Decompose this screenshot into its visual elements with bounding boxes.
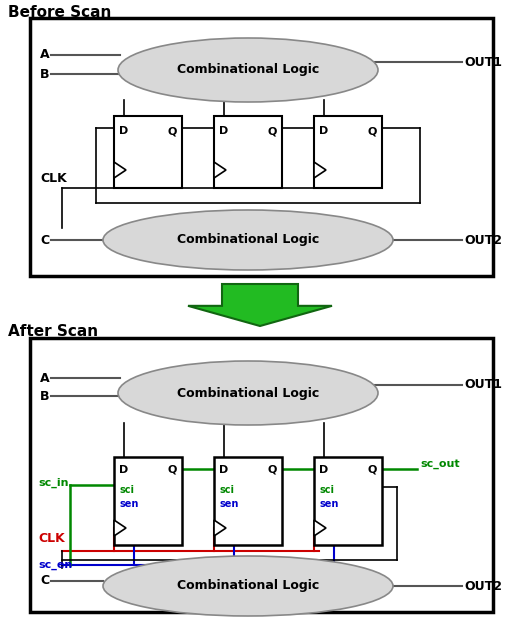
Text: D: D	[319, 126, 328, 136]
Polygon shape	[188, 284, 332, 326]
Text: B: B	[40, 389, 49, 402]
Text: Combinational Logic: Combinational Logic	[177, 63, 319, 76]
Text: Combinational Logic: Combinational Logic	[177, 580, 319, 593]
Text: sen: sen	[319, 499, 338, 509]
Text: CLK: CLK	[38, 531, 65, 544]
Text: After Scan: After Scan	[8, 324, 98, 339]
Bar	[314, 116, 382, 188]
Text: A: A	[40, 371, 49, 384]
Text: OUT1: OUT1	[464, 56, 502, 68]
Text: sc_en: sc_en	[38, 560, 72, 570]
Text: Q: Q	[368, 465, 377, 475]
Text: sen: sen	[119, 499, 139, 509]
Text: sci: sci	[219, 485, 234, 495]
Text: sc_out: sc_out	[420, 459, 460, 469]
Text: CLK: CLK	[40, 172, 67, 185]
Polygon shape	[114, 520, 126, 536]
Text: D: D	[119, 465, 128, 475]
Ellipse shape	[118, 361, 378, 425]
Text: C: C	[40, 575, 49, 588]
Text: Q: Q	[168, 465, 177, 475]
Text: B: B	[40, 68, 49, 81]
Text: C: C	[40, 234, 49, 247]
Text: Q: Q	[268, 465, 277, 475]
Text: Q: Q	[168, 126, 177, 136]
Text: OUT2: OUT2	[464, 234, 502, 247]
Text: D: D	[119, 126, 128, 136]
Bar	[214, 116, 282, 188]
Ellipse shape	[103, 556, 393, 616]
Bar	[114, 457, 182, 545]
Text: Q: Q	[368, 126, 377, 136]
Bar	[30, 338, 493, 612]
Text: Combinational Logic: Combinational Logic	[177, 234, 319, 247]
Ellipse shape	[103, 210, 393, 270]
Text: D: D	[219, 126, 228, 136]
Text: sen: sen	[219, 499, 239, 509]
Polygon shape	[314, 520, 326, 536]
Text: OUT1: OUT1	[464, 378, 502, 391]
Text: A: A	[40, 48, 49, 61]
Text: Combinational Logic: Combinational Logic	[177, 386, 319, 399]
Bar	[314, 457, 382, 545]
Polygon shape	[114, 162, 126, 178]
Polygon shape	[314, 162, 326, 178]
Text: Q: Q	[268, 126, 277, 136]
Text: OUT2: OUT2	[464, 580, 502, 593]
Bar	[214, 457, 282, 545]
Text: sci: sci	[119, 485, 134, 495]
Polygon shape	[214, 520, 226, 536]
Ellipse shape	[118, 38, 378, 102]
Text: sc_in: sc_in	[38, 478, 68, 488]
Text: sci: sci	[319, 485, 334, 495]
Polygon shape	[214, 162, 226, 178]
Text: D: D	[319, 465, 328, 475]
Bar	[114, 116, 182, 188]
Text: D: D	[219, 465, 228, 475]
Bar	[30, 18, 493, 276]
Text: Before Scan: Before Scan	[8, 5, 111, 20]
